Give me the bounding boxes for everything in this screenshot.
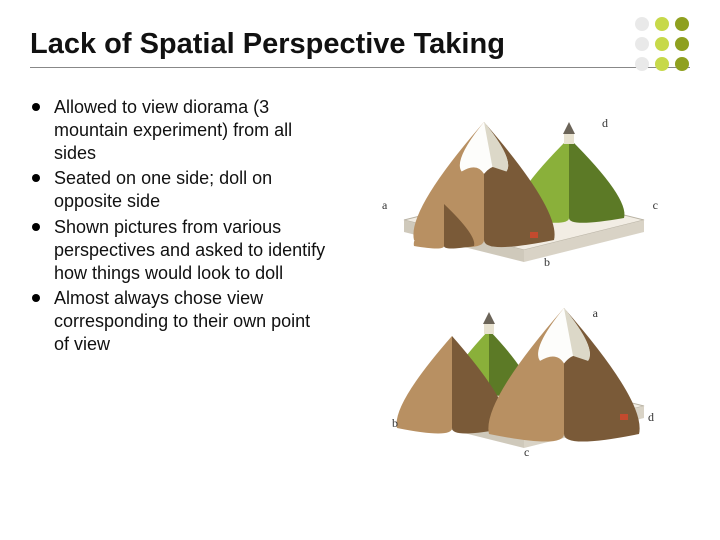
label-c: c [524,445,529,460]
bullet-list: Allowed to view diorama (3 mountain expe… [30,96,330,355]
diorama-bottom-svg [374,286,664,456]
label-a: a [382,198,387,213]
bullet-item: Almost always chose view corresponding t… [30,287,330,356]
slide-title: Lack of Spatial Perspective Taking [30,28,505,61]
diorama-top: a b c d [374,100,664,270]
label-a: a [593,306,598,321]
label-b: b [392,416,398,431]
diorama-top-svg [374,100,664,270]
diorama-bottom: a b c d [374,286,664,456]
slide-body: Allowed to view diorama (3 mountain expe… [30,96,690,456]
bullet-item: Shown pictures from various perspectives… [30,216,330,285]
title-row: Lack of Spatial Perspective Taking [30,28,690,68]
label-b: b [544,255,550,270]
bullet-item: Seated on one side; doll on opposite sid… [30,167,330,213]
label-d: d [648,410,654,425]
image-column: a b c d a b c d [348,96,690,456]
label-d: d [602,116,608,131]
bullet-item: Allowed to view diorama (3 mountain expe… [30,96,330,165]
label-c: c [653,198,658,213]
text-column: Allowed to view diorama (3 mountain expe… [30,96,330,456]
decorative-dots [632,14,698,80]
slide: Lack of Spatial Perspective Taking Allow… [0,0,720,540]
